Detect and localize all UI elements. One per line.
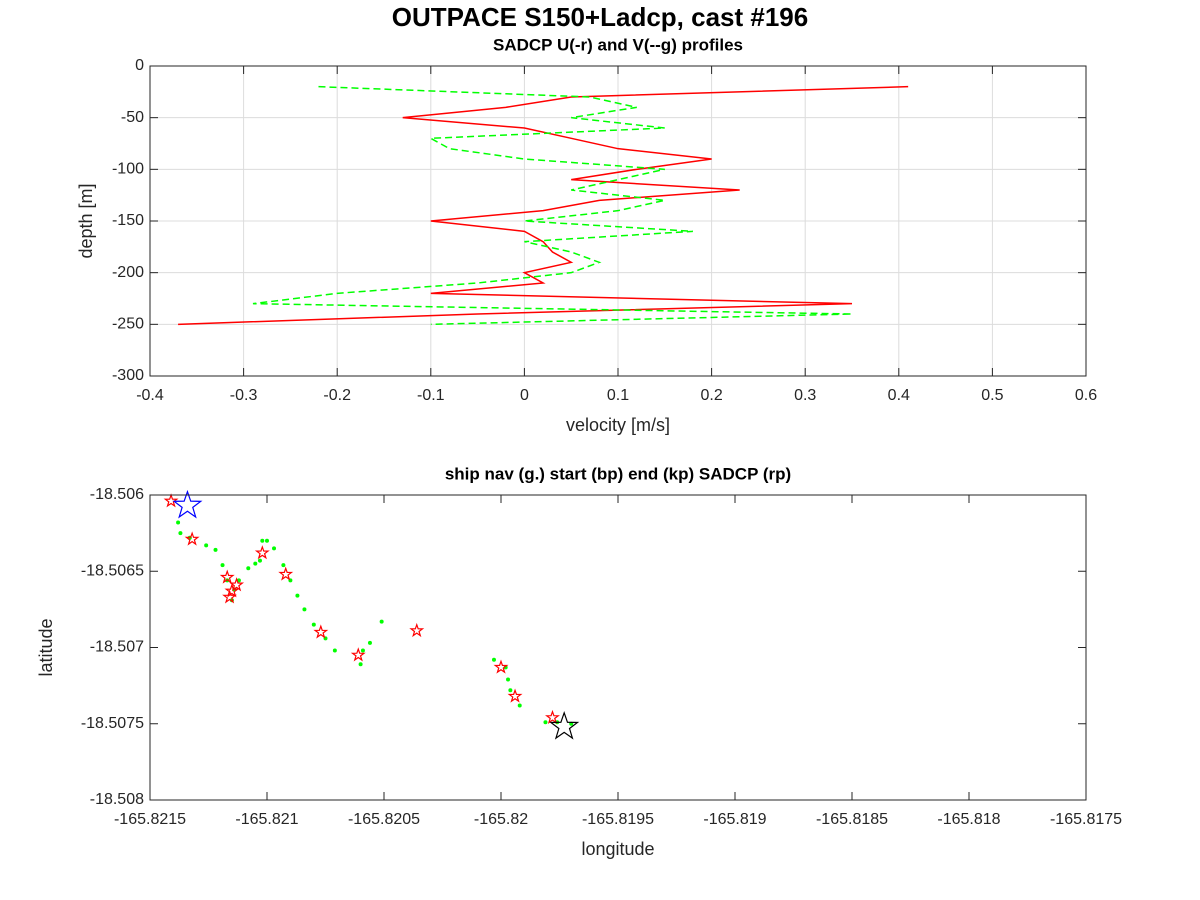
y-tick-label: -50 [121, 109, 144, 126]
nav-point [367, 640, 372, 645]
star-marker [163, 493, 179, 508]
x-tick-label: -165.8195 [582, 811, 654, 828]
x-tick-label: -0.1 [417, 387, 445, 404]
axes-box [149, 494, 1087, 801]
figure-title: OUTPACE S150+Ladcp, cast #196 [392, 2, 808, 32]
star-marker [229, 577, 245, 592]
profile-line [252, 85, 853, 326]
nav-point [379, 619, 384, 624]
nav-point [302, 607, 307, 612]
nav-point [506, 677, 511, 682]
nav-point [220, 563, 225, 568]
nav-point [204, 543, 209, 548]
y-tick-label: -18.507 [90, 639, 144, 656]
nav-point [257, 558, 262, 563]
x-tick-label: -165.82 [474, 811, 528, 828]
star-marker [493, 659, 509, 674]
x-tick-label: 0.3 [794, 387, 816, 404]
x-tick-label: -165.819 [703, 811, 766, 828]
x-axis-label: longitude [581, 839, 654, 859]
nav-point [543, 720, 548, 725]
nav-point [508, 688, 513, 693]
star-marker [278, 566, 294, 581]
x-tick-label: -165.8215 [114, 811, 186, 828]
nav-point [332, 648, 337, 653]
y-tick-label: -18.5065 [81, 562, 144, 579]
star-marker [184, 531, 200, 546]
nav-point [213, 547, 218, 552]
y-tick-label: -150 [112, 212, 144, 229]
star-marker [254, 545, 270, 560]
x-tick-label: 0 [520, 387, 529, 404]
axes-title: SADCP U(-r) and V(--g) profiles [493, 35, 743, 54]
x-tick-label: 0.2 [700, 387, 722, 404]
x-tick-label: -165.818 [937, 811, 1000, 828]
y-tick-label: -18.508 [90, 791, 144, 808]
x-tick-label: -0.4 [136, 387, 164, 404]
nav-point [311, 622, 316, 627]
y-axis-label: latitude [36, 618, 56, 676]
nav-point [178, 531, 183, 536]
y-axis-label: depth [m] [76, 183, 96, 258]
x-tick-label: 0.6 [1075, 387, 1097, 404]
nav-point [265, 538, 269, 543]
nav-point [295, 593, 300, 598]
star-marker [545, 709, 560, 724]
y-tick-label: -18.506 [90, 486, 144, 503]
x-tick-label: -165.8205 [348, 811, 420, 828]
profile-line [178, 85, 909, 326]
nav-point [281, 563, 286, 568]
x-tick-label: -165.8185 [816, 811, 888, 828]
nav-point [272, 546, 277, 551]
nav-point [176, 520, 181, 525]
nav-point [491, 657, 496, 662]
y-tick-label: -100 [112, 161, 144, 178]
x-tick-label: -165.8175 [1050, 811, 1122, 828]
x-tick-label: 0.5 [981, 387, 1003, 404]
star-marker [224, 583, 240, 598]
x-tick-label: -0.3 [230, 387, 258, 404]
y-tick-label: -18.5075 [81, 715, 144, 732]
x-tick-label: 0.1 [607, 387, 629, 404]
star-marker [172, 489, 203, 519]
star-marker [507, 688, 523, 703]
nav-point [358, 662, 363, 667]
star-marker [409, 622, 425, 638]
nav-point [253, 561, 258, 566]
nav-point [360, 648, 365, 653]
axes-title: ship nav (g.) start (bp) end (kp) SADCP … [445, 464, 791, 483]
x-tick-label: -0.2 [323, 387, 351, 404]
y-tick-label: -250 [112, 316, 144, 333]
x-tick-label: 0.4 [888, 387, 910, 404]
x-tick-label: -165.821 [235, 811, 298, 828]
star-marker [549, 710, 580, 740]
nav-point [517, 703, 522, 708]
y-tick-label: -300 [112, 367, 144, 384]
star-marker [313, 624, 329, 639]
y-tick-label: -200 [112, 264, 144, 281]
nav-point [260, 538, 265, 543]
star-marker [219, 569, 235, 584]
nav-point [246, 566, 251, 571]
axes-box [149, 65, 1087, 377]
x-axis-label: velocity [m/s] [566, 415, 670, 435]
y-tick-label: 0 [135, 57, 144, 74]
star-marker [350, 647, 366, 662]
